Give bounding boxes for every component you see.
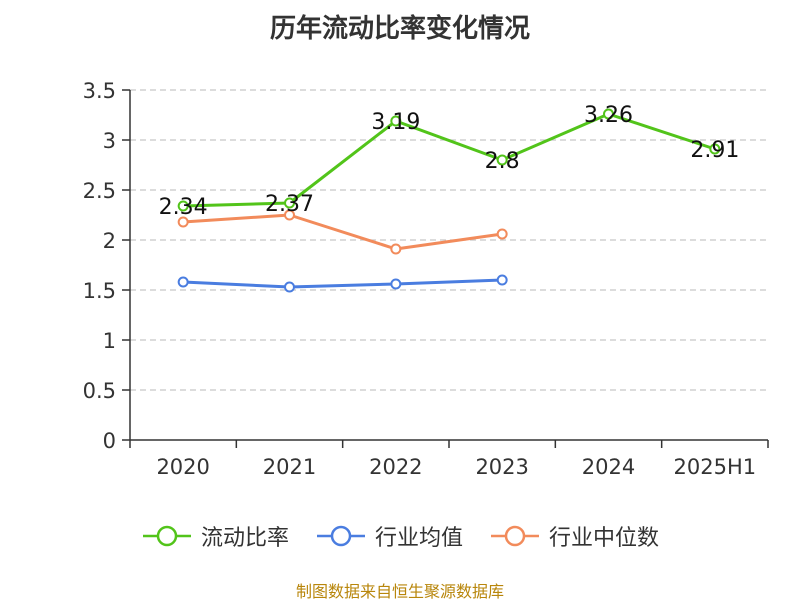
series-line	[183, 112, 716, 208]
chart-title: 历年流动比率变化情况	[269, 14, 530, 44]
data-point[interactable]	[709, 143, 721, 155]
legend-label-industry-median: 行业中位数	[549, 526, 660, 551]
data-label: 2.34	[159, 195, 208, 220]
series-line	[183, 213, 503, 251]
y-tick-label: 0.5	[83, 379, 116, 403]
legend-label-industry-average: 行业均值	[374, 526, 463, 551]
y-tick-label: 1.5	[83, 279, 116, 303]
data-point[interactable]	[390, 115, 402, 127]
data-point[interactable]	[496, 274, 508, 286]
legend-swatch-industry-average	[316, 525, 365, 547]
x-tick-label: 2020	[156, 455, 209, 479]
data-point[interactable]	[177, 216, 189, 228]
axes: 0 0.5 1 1.5 2 2.5 3 3.5 2020 2021 2022 2023 2024 2025…	[83, 79, 769, 479]
legend-swatch-current-ratio	[142, 525, 191, 547]
legend-item-industry-median[interactable]: 行业中位数	[489, 520, 659, 552]
x-tick-label: 2023	[475, 455, 528, 479]
data-point[interactable]	[284, 209, 295, 221]
x-tick-label: 2021	[263, 455, 316, 479]
data-label: 2.37	[265, 192, 314, 217]
data-point[interactable]	[390, 243, 402, 255]
y-tick-label: 3	[103, 129, 116, 153]
data-point[interactable]	[603, 108, 614, 120]
data-label: 3.26	[584, 103, 633, 128]
data-point[interactable]	[496, 228, 508, 240]
legend-swatch-industry-median	[491, 525, 539, 547]
y-tick-label: 3.5	[83, 79, 116, 103]
data-point[interactable]	[390, 278, 402, 290]
legend-label-current-ratio: 流动比率	[200, 526, 289, 551]
series	[177, 108, 721, 293]
data-point[interactable]	[284, 281, 295, 293]
y-tick-label: 2	[103, 229, 116, 253]
legend-item-industry-average[interactable]: 行业均值	[315, 520, 463, 552]
data-point[interactable]	[177, 200, 189, 212]
series-line	[183, 278, 503, 289]
grid-lines	[130, 89, 768, 391]
data-label: 2.8	[485, 149, 520, 174]
legend: 流动比率 行业均值 行业中位数	[0, 520, 800, 552]
data-labels: 2.34 2.37 3.19 2.8 3.26 2.91	[159, 103, 740, 220]
data-point[interactable]	[284, 197, 295, 209]
source-note: 制图数据来自恒生聚源数据库	[295, 582, 504, 601]
data-label: 2.91	[690, 138, 739, 163]
data-label: 3.19	[371, 110, 420, 135]
legend-item-current-ratio[interactable]: 流动比率	[141, 520, 289, 552]
y-tick-label: 1	[103, 329, 116, 353]
y-tick-label: 2.5	[83, 179, 116, 203]
x-tick-label: 2022	[369, 455, 422, 479]
data-point[interactable]	[177, 276, 189, 288]
data-point[interactable]	[496, 154, 508, 166]
y-tick-label: 0	[103, 429, 116, 453]
x-tick-label: 2024	[582, 455, 635, 479]
x-tick-label: 2025H1	[674, 455, 757, 479]
